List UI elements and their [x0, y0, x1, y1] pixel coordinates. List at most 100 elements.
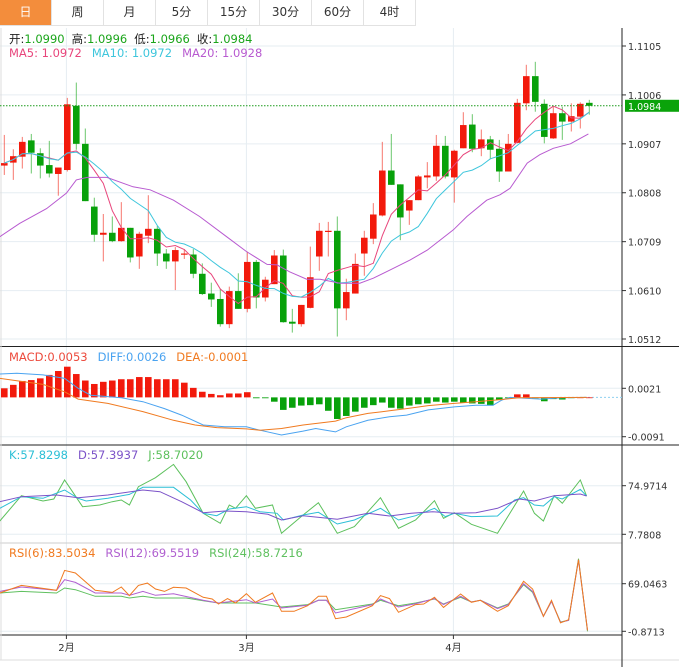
candle — [487, 135, 494, 160]
tab-1[interactable]: 周 — [52, 0, 104, 25]
candle-body — [46, 165, 53, 174]
candle — [1, 134, 8, 175]
candle-body — [253, 261, 260, 298]
ohlc-label: 高: — [71, 32, 87, 46]
legend-item: RSI(6):83.5034 — [9, 546, 96, 560]
candle-body — [487, 139, 494, 150]
candle-body — [469, 124, 476, 149]
candle — [280, 249, 287, 323]
macd-bar — [496, 397, 503, 400]
macd-bar — [469, 397, 476, 404]
candle-body — [127, 227, 134, 258]
indicator-tick-label: -0.0091 — [628, 433, 665, 444]
macd-bar — [433, 397, 440, 402]
macd-bar — [451, 397, 458, 402]
indicator-tick-label: 69.0463 — [628, 580, 667, 591]
candle-body — [19, 141, 26, 157]
diff-line — [0, 372, 587, 436]
candle — [352, 253, 359, 294]
candle-body — [460, 125, 467, 149]
candle — [289, 308, 296, 333]
macd-bar — [109, 380, 116, 398]
candle-body — [550, 113, 557, 139]
ohlc-value: 1.0990 — [24, 32, 65, 46]
tab-3[interactable]: 5分 — [156, 0, 208, 25]
indicator-tick-label: 7.7808 — [628, 530, 661, 541]
macd-bar — [307, 397, 314, 406]
candle-body — [541, 103, 548, 137]
candle-body — [55, 167, 62, 174]
macd-bar — [19, 380, 26, 398]
candle — [325, 221, 332, 257]
macd-bar — [415, 397, 422, 405]
candle — [145, 195, 152, 244]
tab-5[interactable]: 30分 — [260, 0, 312, 25]
candle — [343, 278, 350, 321]
candle-body — [388, 170, 395, 185]
tab-6[interactable]: 60分 — [312, 0, 364, 25]
macd-bar — [343, 397, 350, 416]
kdj-legend: K:57.8298 D:57.3937 J:58.7020 — [9, 448, 213, 462]
candle — [424, 162, 431, 189]
candle — [298, 304, 305, 327]
candle-body — [163, 253, 170, 262]
candle-body — [217, 298, 224, 325]
candle — [523, 64, 530, 111]
candle — [91, 197, 98, 242]
rsi6-line — [0, 559, 588, 631]
tab-4[interactable]: 15分 — [208, 0, 260, 25]
candle-body — [577, 103, 584, 117]
candle — [163, 249, 170, 269]
macd-bar — [55, 371, 62, 398]
candle-body — [1, 163, 8, 166]
candle — [478, 129, 485, 157]
candle-body — [568, 116, 575, 122]
candle — [550, 106, 557, 139]
legend-item: RSI(12):69.5519 — [105, 546, 200, 560]
kdj-d-line — [0, 489, 587, 521]
ohlc-value: 1.0996 — [87, 32, 128, 46]
candle — [118, 202, 125, 242]
candle — [442, 135, 449, 179]
tab-7[interactable]: 4时 — [364, 0, 416, 25]
candle — [64, 97, 71, 172]
candle-body — [298, 304, 305, 325]
macd-bar — [280, 397, 287, 410]
candle-body — [478, 139, 485, 149]
macd-bar — [181, 382, 188, 398]
macd-bar — [127, 379, 134, 398]
candle — [172, 247, 179, 291]
candle-body — [271, 255, 278, 285]
kdj-j-line — [0, 463, 588, 535]
candle-body — [361, 237, 368, 254]
macd-legend: MACD:0.0053 DIFF:0.0026 DEA:-0.0001 — [9, 350, 258, 364]
candle-body — [586, 102, 593, 106]
candle — [433, 134, 440, 181]
candle — [388, 133, 395, 185]
macd-bar — [190, 387, 197, 398]
ohlc-label: 开: — [9, 32, 25, 46]
indicator-tick-label: -0.8713 — [628, 627, 665, 638]
indicator-tick-label: 0.0021 — [628, 384, 661, 395]
tab-0[interactable]: 日 — [0, 0, 52, 25]
candle-body — [64, 104, 71, 171]
ohlc-value: 1.0984 — [212, 32, 253, 46]
tab-2[interactable]: 月 — [104, 0, 156, 25]
candle — [361, 230, 368, 276]
macd-bar — [235, 393, 242, 398]
macd-bar — [10, 384, 17, 398]
candle — [541, 99, 548, 144]
candle — [370, 203, 377, 245]
legend-item: MA5: 1.0972 — [9, 46, 82, 60]
candle-body — [289, 321, 296, 324]
candle — [217, 288, 224, 327]
candle-body — [244, 261, 251, 309]
candle-body — [226, 291, 233, 325]
candle — [109, 216, 116, 243]
macd-bar — [316, 397, 323, 405]
price-tick-label: 1.0808 — [628, 189, 661, 200]
candle-body — [280, 255, 287, 323]
candle-body — [316, 230, 323, 257]
candle-body — [199, 273, 206, 295]
